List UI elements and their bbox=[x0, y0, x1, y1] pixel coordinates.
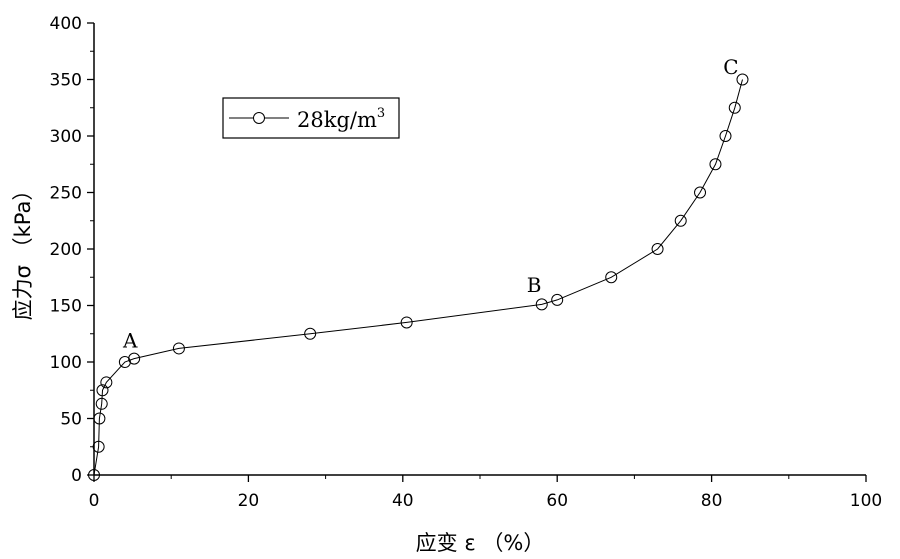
y-tick-label: 100 bbox=[50, 353, 82, 373]
data-point bbox=[728, 101, 741, 114]
legend-superscript: 3 bbox=[377, 106, 385, 121]
data-point bbox=[93, 412, 106, 425]
x-ticks: 0 20 40 60 80 100 bbox=[89, 475, 882, 511]
legend: 28kg/m3 bbox=[222, 97, 400, 139]
x-tick-label: 80 bbox=[701, 491, 723, 511]
data-point bbox=[535, 298, 548, 311]
data-point bbox=[128, 352, 141, 365]
annotation-layer: A B C bbox=[122, 55, 738, 352]
data-point bbox=[651, 243, 664, 255]
series-line bbox=[93, 79, 743, 476]
x-axis-title: 应变 ε （%） bbox=[416, 531, 545, 555]
data-point bbox=[551, 293, 564, 306]
legend-marker bbox=[253, 112, 265, 124]
x-tick-label: 40 bbox=[392, 491, 414, 511]
x-tick-label: 100 bbox=[850, 491, 882, 511]
data-point bbox=[172, 342, 185, 355]
data-point bbox=[304, 327, 317, 340]
y-tick-label: 250 bbox=[50, 184, 82, 204]
point-annotation: B bbox=[527, 273, 542, 297]
data-point bbox=[605, 271, 618, 284]
data-point bbox=[92, 440, 105, 453]
x-tick-label: 60 bbox=[546, 491, 568, 511]
y-tick-label: 350 bbox=[50, 71, 82, 91]
x-tick-label: 20 bbox=[238, 491, 260, 511]
plot-area: 0 20 40 60 80 100 0 50 100 150 200 250 300 350 400 A B… bbox=[50, 14, 883, 511]
y-tick-label: 400 bbox=[50, 14, 82, 34]
legend-label: 28kg/m3 bbox=[297, 106, 385, 132]
data-point bbox=[400, 316, 413, 329]
y-tick-label: 50 bbox=[60, 410, 82, 430]
data-point bbox=[709, 158, 722, 171]
point-annotation: A bbox=[122, 328, 138, 352]
y-tick-label: 300 bbox=[50, 127, 82, 147]
point-annotation: C bbox=[723, 55, 738, 79]
data-point bbox=[96, 384, 109, 397]
series-layer bbox=[88, 73, 749, 481]
data-point bbox=[694, 186, 707, 199]
data-point bbox=[736, 73, 749, 86]
y-axis-title: 应力σ （kPa） bbox=[11, 180, 35, 321]
data-point bbox=[100, 376, 113, 389]
y-tick-label: 200 bbox=[50, 240, 82, 260]
y-ticks: 0 50 100 150 200 250 300 350 400 bbox=[50, 14, 94, 486]
y-tick-label: 0 bbox=[71, 466, 82, 486]
y-tick-label: 150 bbox=[50, 297, 82, 317]
data-point bbox=[95, 397, 108, 410]
legend-series-name: 28kg/m bbox=[297, 108, 377, 132]
data-point bbox=[674, 214, 687, 227]
data-point bbox=[88, 469, 100, 481]
x-tick-label: 0 bbox=[89, 491, 100, 511]
data-point bbox=[719, 130, 732, 142]
